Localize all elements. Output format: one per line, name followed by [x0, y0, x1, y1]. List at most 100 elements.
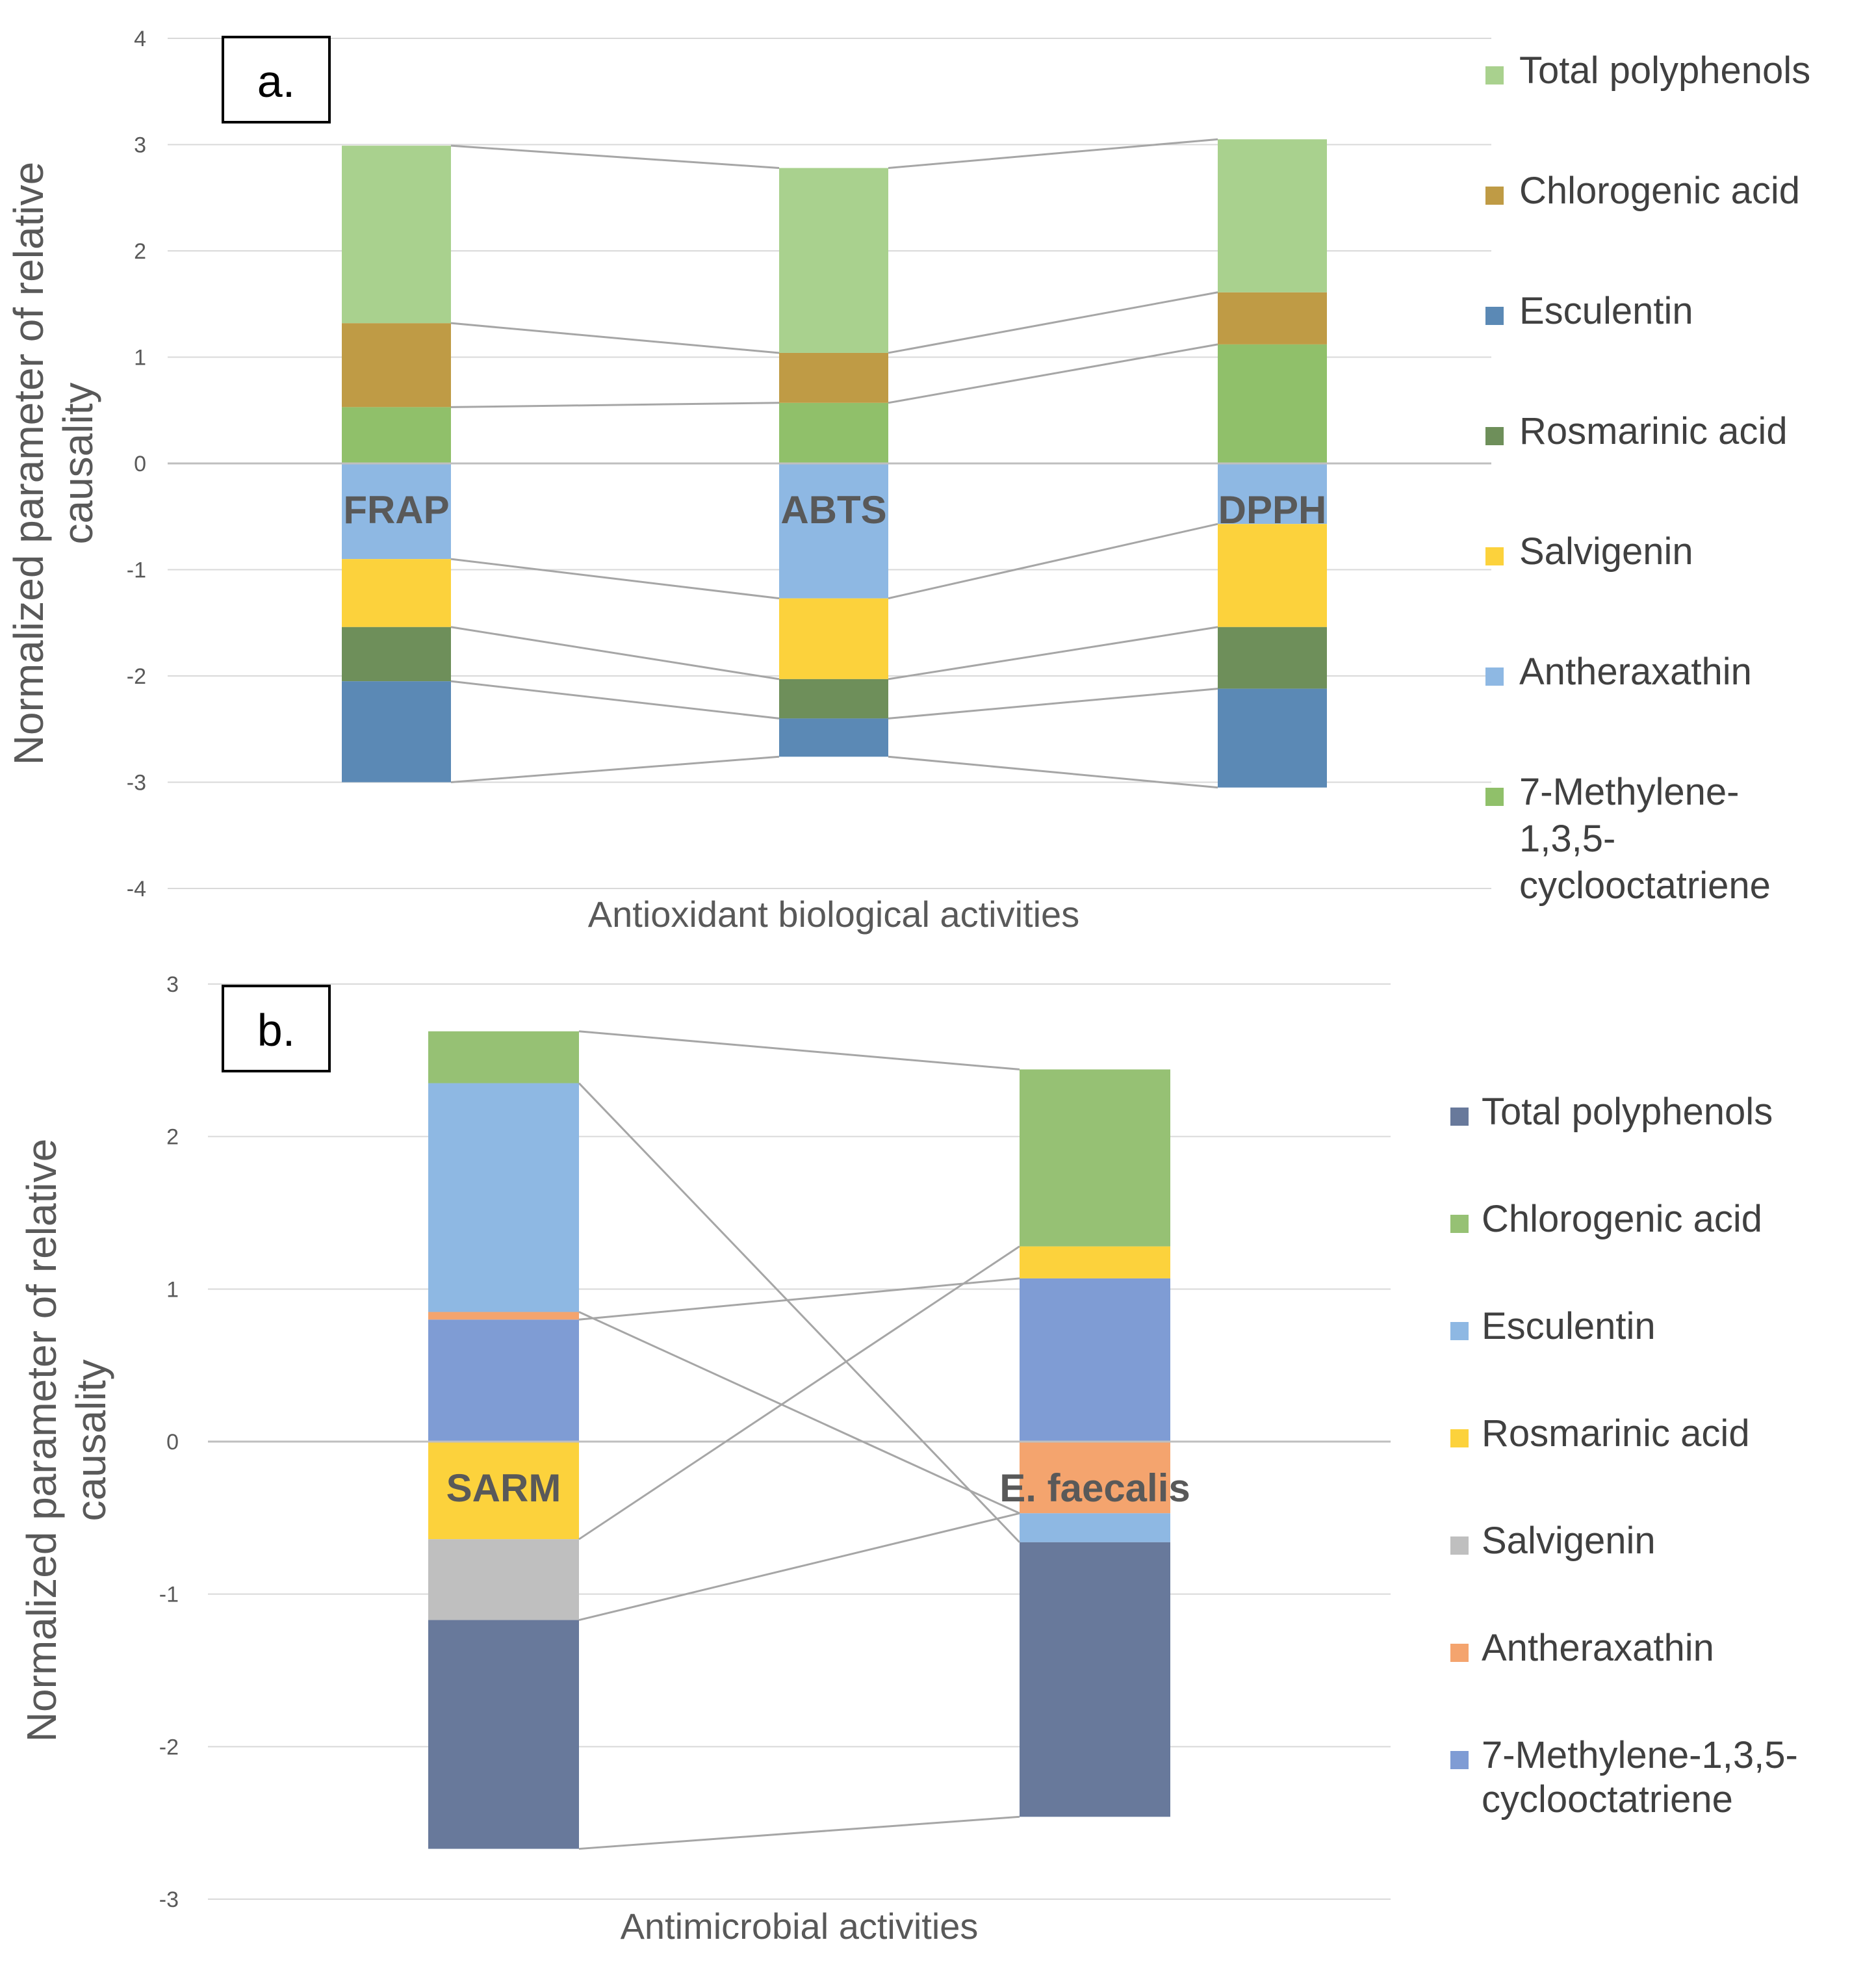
y-axis-title-line: Normalized parameter of relative	[5, 162, 52, 765]
legend-swatch	[1485, 547, 1504, 565]
legend-item-esculentin: Esculentin	[1450, 1305, 1656, 1347]
legend-label-line: Total polyphenols	[1482, 1091, 1773, 1133]
legend-item-chlorogenic-acid: Chlorogenic acid	[1485, 170, 1800, 212]
legend-swatch	[1450, 1536, 1469, 1555]
legend-item-salvigenin: Salvigenin	[1485, 530, 1693, 573]
chart-b: 3 2 1 0 -1 -2 -3 SARM E. faecalis Normalized para…	[18, 972, 1798, 1947]
connector-line	[578, 1815, 1020, 1850]
y-tick-label: 4	[134, 27, 146, 51]
bar-esculentin-abts	[779, 718, 888, 757]
y-tick-label: -2	[127, 664, 146, 689]
legend-label-line: Antheraxathin	[1519, 651, 1752, 693]
legend-swatch	[1485, 66, 1504, 84]
legend-item-chlorogenic-acid: Chlorogenic acid	[1450, 1198, 1762, 1240]
bar-esculentin-frap	[342, 681, 451, 783]
connector-line	[450, 626, 780, 680]
bar-antheraxathin-e-faecalis	[1020, 1442, 1170, 1514]
y-tick-label: -2	[159, 1735, 179, 1759]
bar-total-polyphenols-sarm	[428, 1620, 579, 1849]
connector-line	[578, 1030, 1020, 1070]
legend-swatch	[1450, 1108, 1469, 1126]
bar-esculentin-sarm	[428, 1083, 579, 1312]
legend-item-rosmarinic-acid: Rosmarinic acid	[1450, 1412, 1750, 1455]
connector-line	[578, 1277, 1020, 1321]
legend-item-antheraxathin: Antheraxathin	[1450, 1627, 1714, 1669]
bar-esculentin-dpph	[1218, 688, 1327, 788]
legend-item-7-methylene-1-3-5-cyclooctatriene: 7-Methylene- 1,3,5-cyclooctatriene	[1485, 771, 1771, 907]
legend-swatch	[1485, 667, 1504, 686]
legend-label-line: 7-Methylene-1,3,5-	[1482, 1734, 1798, 1776]
y-tick-label: -1	[127, 558, 146, 583]
legend-label: Total polyphenols	[1482, 1091, 1773, 1133]
connector-line	[450, 322, 780, 354]
bar-salvigenin-abts	[779, 598, 888, 679]
y-tick-label: 1	[134, 346, 146, 370]
connector-line	[888, 755, 1218, 789]
bar-total-polyphenols-e-faecalis	[1020, 1542, 1170, 1817]
connector-line	[888, 523, 1218, 600]
bar-7-methylene-1-3-5-cyclooctatriene-abts	[779, 402, 888, 463]
bar-esculentin-e-faecalis	[1020, 1513, 1170, 1542]
panel-label-box	[222, 36, 331, 123]
legend-label: Rosmarinic acid	[1519, 410, 1788, 452]
y-axis-title: Normalized parameter of relativecausalit…	[18, 1139, 114, 1742]
category-label-e-faecalis: E. faecalis	[999, 1466, 1190, 1510]
y-tick-label: 0	[134, 452, 146, 476]
legend-label: Rosmarinic acid	[1482, 1412, 1750, 1455]
legend-swatch	[1485, 788, 1504, 806]
legend-label: Esculentin	[1482, 1305, 1656, 1347]
panel-label: b.	[257, 1005, 295, 1056]
legend-swatch	[1450, 1322, 1469, 1340]
y-tick-label: -4	[127, 877, 146, 901]
connector-line	[450, 144, 780, 169]
bar-chlorogenic-acid-sarm	[428, 1031, 579, 1083]
bar-chlorogenic-acid-abts	[779, 352, 888, 403]
legend-swatch	[1450, 1429, 1469, 1447]
legend-label: Antheraxathin	[1482, 1627, 1714, 1669]
y-tick-label: 3	[134, 133, 146, 158]
legend-swatch	[1450, 1751, 1469, 1769]
legend-item-total-polyphenols: Total polyphenols	[1450, 1091, 1773, 1133]
y-tick-label: 3	[166, 972, 179, 997]
legend-label: Antheraxathin	[1519, 651, 1752, 693]
legend-label-line: Antheraxathin	[1482, 1627, 1714, 1669]
bar-antheraxathin-sarm	[428, 1312, 579, 1320]
legend: Total polyphenols Chlorogenic acid Esculen…	[1485, 49, 1810, 907]
legend-label-line: Chlorogenic acid	[1482, 1198, 1762, 1240]
y-axis-title-line: causality	[55, 383, 101, 545]
connector-line	[578, 1245, 1020, 1540]
category-label-abts: ABTS	[780, 488, 886, 532]
x-axis-title: Antimicrobial activities	[621, 1906, 979, 1947]
legend-label-line: 1,3,5-	[1519, 818, 1615, 860]
bar-total-polyphenols-frap	[342, 146, 451, 324]
bar-rosmarinic-acid-e-faecalis	[1020, 1246, 1170, 1278]
chart-a: 4 3 2 1 0 -1 -2 -3 -4 FRAP ABTS DPPH Normalized para…	[5, 27, 1810, 935]
bar-antheraxathin-abts	[779, 463, 888, 599]
category-label-dpph: DPPH	[1218, 488, 1327, 532]
legend-item-salvigenin: Salvigenin	[1450, 1520, 1656, 1562]
legend-label: Chlorogenic acid	[1519, 170, 1800, 212]
legend-label: Chlorogenic acid	[1482, 1198, 1762, 1240]
connector-line	[578, 1512, 1020, 1622]
bar-rosmarinic-acid-abts	[779, 679, 888, 719]
connector-line	[450, 755, 780, 783]
legend-item-rosmarinic-acid: Rosmarinic acid	[1485, 410, 1788, 452]
y-tick-label: 2	[166, 1125, 179, 1150]
legend-swatch	[1485, 427, 1504, 445]
connector-line	[450, 680, 780, 719]
connector-line	[450, 402, 780, 408]
bar-chlorogenic-acid-dpph	[1218, 292, 1327, 344]
x-axis-title: Antioxidant biological activities	[588, 894, 1079, 935]
legend-label-line: Salvigenin	[1482, 1520, 1656, 1562]
bar-7-methylene-1-3-5-cyclooctatriene-dpph	[1218, 344, 1327, 463]
y-axis-title-line: Normalized parameter of relative	[18, 1139, 65, 1742]
bar-salvigenin-sarm	[428, 1539, 579, 1620]
bar-7-methylene-1-3-5-cyclooctatriene-sarm	[428, 1319, 579, 1442]
legend-label-line: cyclooctatriene	[1482, 1778, 1733, 1821]
legend-label: 7-Methylene-1,3,5-cyclooctatriene	[1482, 1734, 1798, 1821]
legend-label: Total polyphenols	[1519, 49, 1810, 92]
y-tick-label: 1	[166, 1277, 179, 1302]
bar-7-methylene-1-3-5-cyclooctatriene-frap	[342, 407, 451, 463]
bar-antheraxathin-dpph	[1218, 463, 1327, 525]
